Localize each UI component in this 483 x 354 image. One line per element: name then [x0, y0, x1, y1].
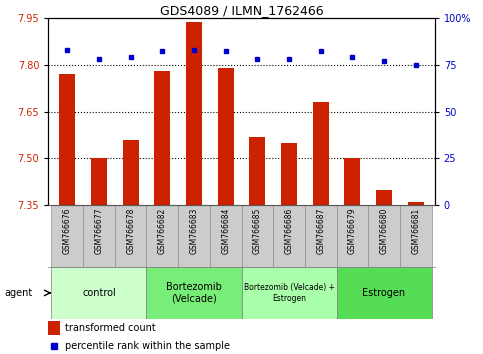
- Bar: [155, 71, 170, 205]
- Bar: [242, 205, 273, 267]
- Bar: [178, 205, 210, 267]
- Bar: [376, 190, 392, 205]
- Text: GSM766681: GSM766681: [411, 208, 420, 254]
- Text: GSM766684: GSM766684: [221, 208, 230, 254]
- Bar: [52, 205, 83, 267]
- Text: GSM766677: GSM766677: [95, 208, 103, 254]
- Bar: [273, 205, 305, 267]
- Bar: [408, 202, 424, 205]
- Bar: [337, 205, 368, 267]
- Bar: [52, 267, 146, 319]
- Text: GSM766680: GSM766680: [380, 208, 388, 254]
- Bar: [48, 321, 60, 335]
- Bar: [344, 159, 360, 205]
- Bar: [281, 143, 297, 205]
- Text: percentile rank within the sample: percentile rank within the sample: [65, 341, 230, 351]
- Bar: [83, 205, 115, 267]
- Text: GSM766678: GSM766678: [126, 208, 135, 254]
- Text: GSM766686: GSM766686: [284, 208, 294, 254]
- Bar: [249, 137, 265, 205]
- Bar: [337, 267, 431, 319]
- Text: GSM766679: GSM766679: [348, 208, 357, 254]
- Text: GSM766685: GSM766685: [253, 208, 262, 254]
- Bar: [115, 205, 146, 267]
- Text: GSM766676: GSM766676: [63, 208, 72, 254]
- Title: GDS4089 / ILMN_1762466: GDS4089 / ILMN_1762466: [160, 4, 323, 17]
- Bar: [305, 205, 337, 267]
- Bar: [368, 205, 400, 267]
- Text: control: control: [82, 288, 116, 298]
- Bar: [146, 205, 178, 267]
- Bar: [313, 102, 328, 205]
- Text: agent: agent: [5, 288, 33, 298]
- Bar: [210, 205, 242, 267]
- Bar: [400, 205, 431, 267]
- Bar: [242, 267, 337, 319]
- Text: GSM766682: GSM766682: [158, 208, 167, 254]
- Text: Bortezomib
(Velcade): Bortezomib (Velcade): [166, 282, 222, 304]
- Text: GSM766687: GSM766687: [316, 208, 325, 254]
- Text: GSM766683: GSM766683: [189, 208, 199, 254]
- Bar: [59, 74, 75, 205]
- Bar: [123, 140, 139, 205]
- Text: Bortezomib (Velcade) +
Estrogen: Bortezomib (Velcade) + Estrogen: [243, 283, 335, 303]
- Bar: [186, 22, 202, 205]
- Bar: [218, 68, 234, 205]
- Bar: [91, 159, 107, 205]
- Text: Estrogen: Estrogen: [362, 288, 406, 298]
- Bar: [146, 267, 242, 319]
- Text: transformed count: transformed count: [65, 323, 156, 333]
